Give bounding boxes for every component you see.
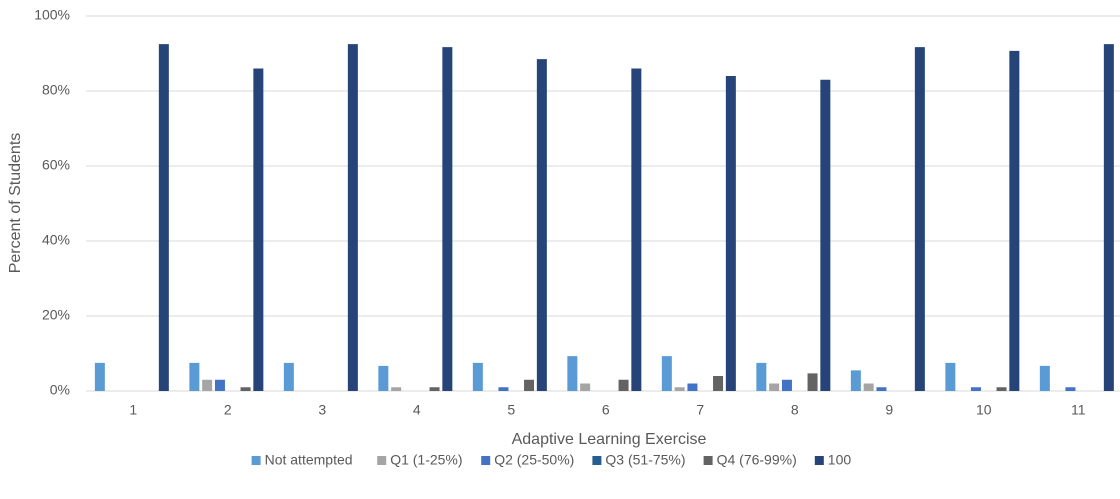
legend-swatch [481, 456, 491, 465]
bar [713, 376, 724, 391]
legend-swatch [592, 456, 602, 465]
x-tick-label: 11 [1071, 402, 1086, 418]
bar [863, 383, 874, 391]
legend-swatch [377, 456, 387, 465]
x-tick-label: 6 [602, 402, 610, 418]
bar [756, 362, 767, 391]
x-tick-label: 1 [129, 402, 137, 418]
legend-label: 100 [828, 452, 852, 468]
x-axis-title: Adaptive Learning Exercise [512, 431, 707, 448]
y-tick-label: 80% [42, 82, 70, 98]
bar [914, 47, 925, 391]
bar [391, 387, 402, 391]
x-tick-label: 3 [318, 402, 326, 418]
legend-swatch [251, 456, 261, 465]
bar [567, 356, 578, 391]
bar [618, 379, 629, 391]
bar [442, 47, 453, 391]
bar [214, 379, 225, 391]
bar [253, 68, 264, 391]
x-tick-label: 7 [696, 402, 704, 418]
y-tick-label: 100% [34, 7, 70, 23]
bar [687, 383, 698, 391]
bar [498, 387, 509, 391]
x-tick-label: 8 [791, 402, 799, 418]
bar [850, 370, 861, 391]
bar [876, 387, 887, 391]
bar [347, 44, 358, 391]
bar [1039, 365, 1050, 391]
bar [429, 387, 440, 391]
legend-label: Q4 (76-99%) [717, 452, 797, 468]
bar [970, 387, 981, 391]
bar [1009, 50, 1020, 391]
bar [94, 362, 105, 391]
bar [631, 68, 642, 391]
bar [283, 362, 294, 391]
legend-swatch [703, 456, 713, 465]
bar [378, 365, 389, 391]
bar [781, 379, 792, 391]
bar [536, 59, 547, 391]
y-axis-title: Percent of Students [7, 133, 24, 274]
bar [158, 44, 169, 391]
x-tick-label: 10 [976, 402, 992, 418]
legend-label: Q2 (25-50%) [494, 452, 574, 468]
bar [996, 387, 1007, 391]
x-tick-label: 2 [224, 402, 232, 418]
bar [807, 373, 818, 391]
bar [202, 379, 213, 391]
x-tick-label: 5 [507, 402, 515, 418]
legend-label: Q1 (1-25%) [390, 452, 462, 468]
y-tick-label: 60% [42, 157, 70, 173]
bar [1065, 387, 1076, 391]
legend-label: Not attempted [265, 452, 353, 468]
bar [769, 383, 780, 391]
bar [661, 356, 672, 391]
legend-swatch [814, 456, 824, 465]
bar [189, 362, 200, 391]
x-tick-label: 4 [413, 402, 421, 418]
bar [472, 362, 483, 391]
bar [240, 387, 251, 391]
legend-label: Q3 (51-75%) [605, 452, 685, 468]
bar [580, 383, 591, 391]
bar [820, 79, 831, 391]
y-tick-label: 0% [50, 382, 70, 398]
bar [945, 362, 956, 391]
bar [725, 76, 736, 391]
bar [674, 387, 685, 391]
y-tick-label: 40% [42, 232, 70, 248]
y-tick-label: 20% [42, 307, 70, 323]
bar [1103, 44, 1114, 391]
bar [524, 379, 535, 391]
x-tick-label: 9 [885, 402, 893, 418]
